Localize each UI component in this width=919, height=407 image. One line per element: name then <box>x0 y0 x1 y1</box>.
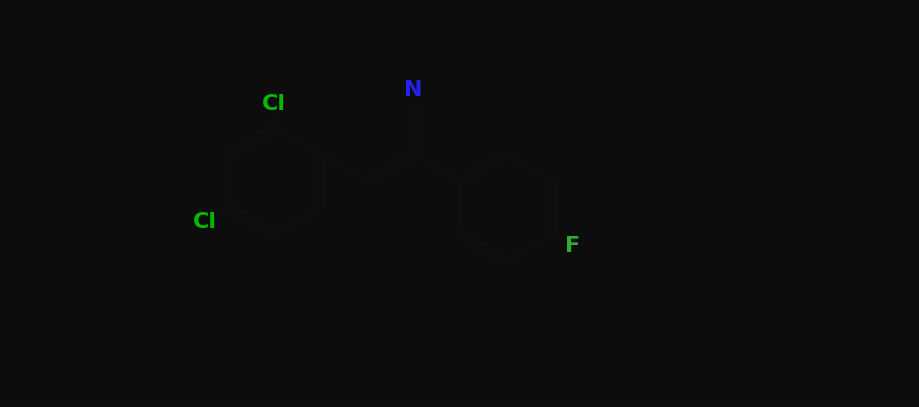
Text: N: N <box>403 81 422 101</box>
Text: Cl: Cl <box>192 212 216 232</box>
Text: F: F <box>564 236 579 256</box>
Text: Cl: Cl <box>261 94 285 114</box>
